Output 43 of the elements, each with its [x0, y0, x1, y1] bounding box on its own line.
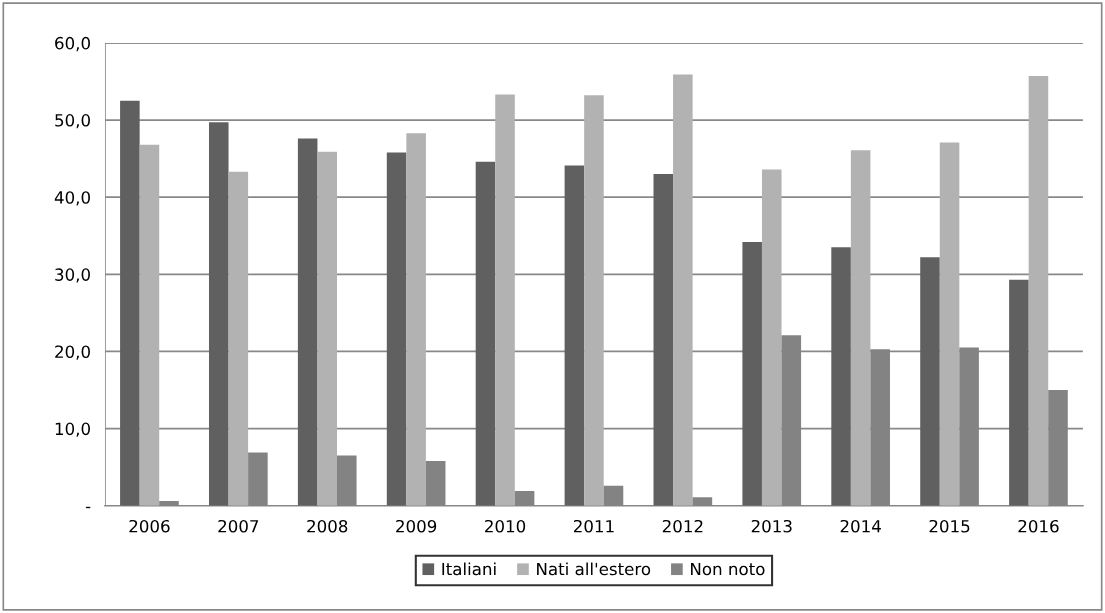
bar [317, 151, 338, 506]
bar [386, 152, 407, 506]
x-tick-label: 2011 [573, 519, 614, 533]
x-tick-label: 2007 [218, 519, 259, 533]
bar [297, 138, 318, 506]
x-tick-label: 2014 [840, 519, 881, 533]
x-tick-label: 2013 [751, 519, 792, 533]
y-tick-label: - [85, 506, 91, 509]
y-tick-label: 50,0 [55, 114, 90, 129]
bar [208, 122, 229, 506]
x-tick-label: 2015 [929, 519, 970, 533]
legend-label: Nati all'estero [537, 562, 651, 576]
legend-label: Non noto [691, 562, 765, 576]
x-tick-label: 2006 [129, 519, 170, 533]
legend-label: Italiani [442, 562, 496, 576]
y-tick-label: 10,0 [55, 422, 90, 437]
bar [673, 74, 693, 506]
bar [761, 169, 782, 506]
bar [1009, 279, 1029, 506]
bar [495, 94, 515, 506]
bar [742, 241, 762, 506]
x-tick-label: 2016 [1018, 519, 1059, 533]
bar [584, 95, 604, 506]
bar [406, 133, 426, 506]
bar [653, 174, 674, 506]
bar [228, 171, 249, 506]
bar [920, 257, 940, 506]
bar [120, 100, 140, 506]
bar [1028, 76, 1049, 506]
x-tick-label: 2008 [307, 519, 348, 533]
y-tick-label: 40,0 [54, 191, 90, 206]
y-tick-label: 30,0 [55, 268, 90, 283]
x-tick-label: 2010 [485, 519, 526, 533]
bar [475, 161, 496, 506]
bar [850, 150, 871, 506]
x-tick-label: 2012 [662, 519, 703, 533]
bar [139, 144, 160, 506]
bar [831, 247, 851, 506]
bar [564, 165, 585, 506]
y-tick-label: 60,0 [55, 36, 90, 52]
y-tick-label: 20,0 [55, 345, 90, 360]
bar [939, 142, 960, 506]
x-tick-label: 2009 [396, 519, 437, 533]
